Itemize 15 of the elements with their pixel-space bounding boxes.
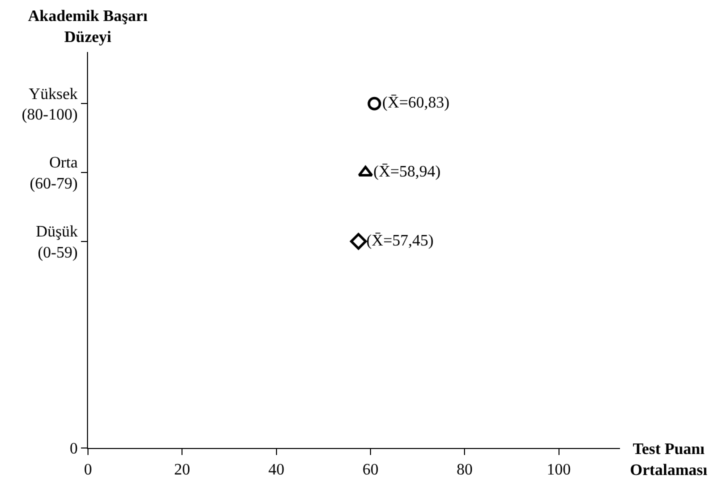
x-tick-label: 40 bbox=[268, 461, 284, 478]
data-label: (X̄=58,94) bbox=[373, 164, 441, 181]
y-tick-label: 0 bbox=[70, 440, 78, 458]
x-tick-label: 80 bbox=[456, 461, 473, 478]
x-axis-title: Test Puanı Ortalaması bbox=[630, 441, 708, 479]
data-label: (X̄=60,83) bbox=[382, 94, 450, 112]
x-tick-label: 0 bbox=[84, 461, 92, 478]
y-tick-label: Düşük (0-59) bbox=[36, 224, 78, 262]
y-tick-label: Orta (60-79) bbox=[30, 154, 78, 193]
y-tick-label: Yüksek (80-100) bbox=[22, 86, 78, 124]
x-tick-label: 20 bbox=[174, 461, 190, 478]
y-axis-title: Akademik Başarı Düzeyi bbox=[28, 8, 148, 46]
x-tick-label: 100 bbox=[546, 461, 571, 478]
data-label: (X̄=57,45) bbox=[366, 232, 434, 250]
x-tick-label: 60 bbox=[362, 461, 378, 478]
